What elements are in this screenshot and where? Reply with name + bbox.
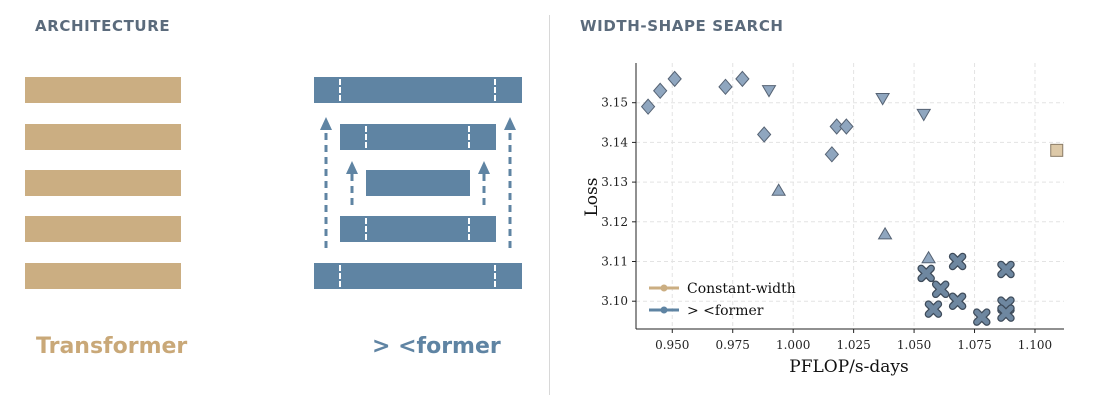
skip-arrow-up-icon	[346, 161, 358, 205]
architecture-title: ARCHITECTURE	[35, 17, 171, 35]
skip-tick	[494, 79, 496, 101]
triangle-down-point	[875, 93, 891, 106]
skip-tick	[365, 218, 367, 240]
diamond-point	[824, 146, 840, 163]
width-shape-search-title: WIDTH-SHAPE SEARCH	[580, 17, 784, 35]
x-point-fill	[950, 293, 966, 309]
x-point-fill	[950, 254, 966, 270]
legend-marker	[660, 284, 668, 292]
width-shape-scatter-chart: 0.950 0.975 1.000 1.025 1.050 1.075 1.100 3.10 3…	[582, 63, 1064, 377]
legend-marker	[660, 306, 668, 314]
x-point-fill	[925, 301, 941, 317]
transformer-layer	[25, 124, 181, 150]
former-layer	[314, 77, 522, 103]
diamond-point	[718, 78, 733, 96]
diamond-point	[667, 70, 682, 88]
skip-tick	[494, 265, 496, 287]
triangle-down-point	[761, 85, 777, 98]
x-axis-label: PFLOP/s-days	[789, 357, 908, 377]
former-layer	[314, 263, 522, 289]
y-tick-label: 3.10	[601, 294, 628, 308]
triangle-down-point	[916, 108, 932, 122]
diamond-point	[829, 118, 844, 135]
section-divider	[549, 15, 550, 395]
y-tick-label: 3.14	[601, 135, 628, 149]
x-point-fill	[998, 305, 1014, 321]
square-point	[1050, 143, 1064, 157]
x-point-fill	[998, 261, 1014, 277]
x-tick-label: 1.000	[776, 338, 810, 352]
chart-points	[640, 70, 1064, 326]
x-point	[948, 252, 967, 271]
former-layer	[340, 216, 496, 242]
legend-label: Constant-width	[687, 281, 796, 297]
diamond-point	[640, 98, 656, 115]
skip-tick	[365, 126, 367, 148]
diamond-point	[653, 82, 668, 100]
skip-arrow-up-icon	[320, 117, 332, 248]
x-point-fill	[974, 309, 990, 325]
x-point-fill	[933, 281, 949, 297]
triangle-up-point	[921, 250, 936, 264]
x-point	[924, 300, 943, 318]
skip-tick	[339, 79, 341, 101]
y-tick-label: 3.13	[601, 175, 628, 189]
y-axis-label: Loss	[582, 178, 602, 217]
transformer-label: Transformer	[36, 334, 188, 359]
y-tick-label: 3.11	[601, 255, 628, 269]
x-point	[917, 264, 935, 283]
skip-tick	[468, 126, 470, 148]
legend-label: > <former	[687, 303, 764, 319]
skip-tick	[468, 218, 470, 240]
skip-arrow-up-icon	[504, 117, 516, 248]
x-point	[948, 292, 967, 310]
x-point	[997, 260, 1015, 279]
x-point	[931, 280, 950, 299]
former-layer	[366, 170, 470, 196]
diamond-point	[839, 118, 854, 135]
x-tick-label: 1.100	[1018, 338, 1052, 352]
chart-axes: 0.950 0.975 1.000 1.025 1.050 1.075 1.100 3.10 3…	[601, 63, 1064, 352]
x-point	[997, 304, 1015, 322]
y-tick-label: 3.15	[601, 96, 628, 110]
transformer-layer	[25, 77, 181, 103]
transformer-layer	[25, 216, 181, 242]
former-label: > <former	[372, 334, 501, 359]
skip-arrow-up-icon	[478, 161, 490, 205]
diamond-point	[756, 126, 772, 143]
former-layer	[340, 124, 496, 150]
x-point	[973, 308, 991, 326]
transformer-layer	[25, 170, 181, 196]
x-tick-label: 1.075	[957, 338, 991, 352]
x-point-fill	[918, 265, 934, 281]
triangle-up-point	[877, 226, 893, 240]
x-tick-label: 1.025	[836, 338, 870, 352]
x-tick-label: 0.950	[655, 338, 689, 352]
triangle-up-point	[771, 183, 787, 196]
x-tick-label: 1.050	[897, 338, 931, 352]
transformer-layer	[25, 263, 181, 289]
x-tick-label: 0.975	[716, 338, 750, 352]
y-tick-label: 3.12	[601, 215, 628, 229]
diamond-point	[735, 70, 750, 88]
skip-tick	[339, 265, 341, 287]
chart-legend: Constant-width > <former	[649, 281, 796, 319]
chart-grid	[636, 63, 1064, 329]
